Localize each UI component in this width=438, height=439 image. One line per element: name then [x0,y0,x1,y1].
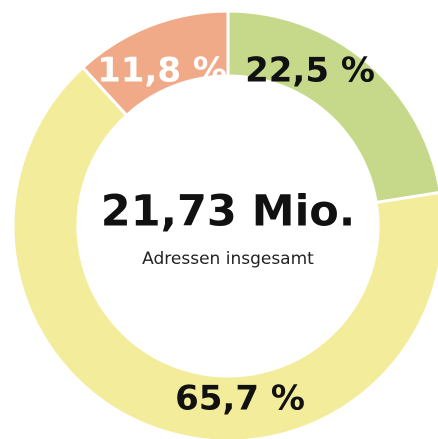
value-label: 11,8 % [97,51,227,91]
center-subtitle: Adressen insgesamt [142,249,314,269]
center-title: 21,73 Mio. [101,187,355,237]
donut-slice [226,9,438,205]
donut-slice [80,9,230,118]
donut-slice [11,65,438,439]
value-label: 65,7 % [175,379,305,419]
value-label: 22,5 % [245,51,375,91]
donut [11,9,438,439]
